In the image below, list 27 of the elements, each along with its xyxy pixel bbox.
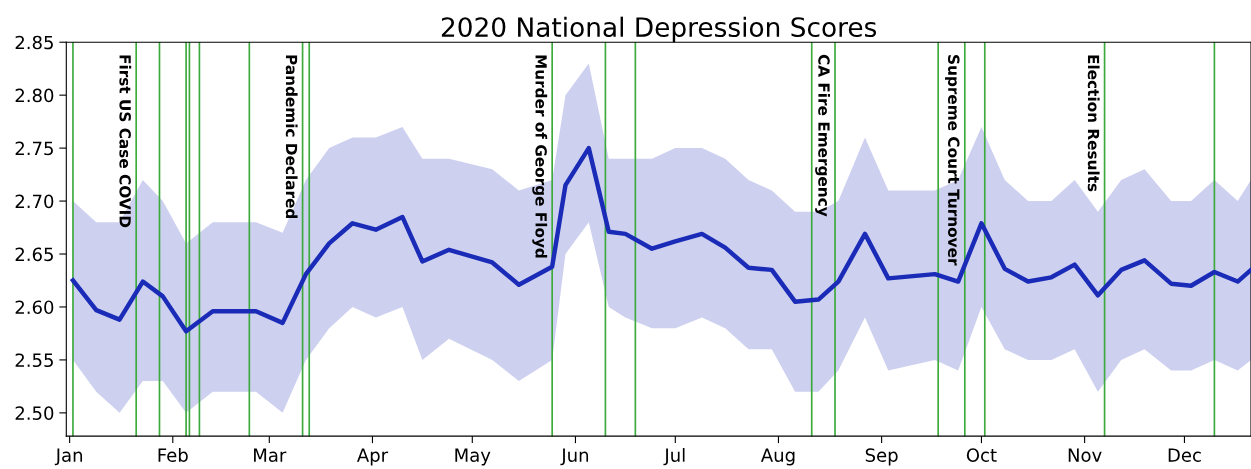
x-tick-label: Jan (54, 448, 83, 466)
y-tick-label: 2.60 (15, 300, 54, 315)
x-tick-label: Apr (356, 448, 389, 466)
x-tick-label: Aug (760, 448, 795, 466)
y-tick-label: 2.75 (15, 141, 53, 156)
x-tick-label: May (455, 448, 491, 466)
x-tick-label: Jun (560, 448, 589, 466)
x-tick-label: Jul (663, 447, 685, 466)
x-tick-label: Sep (865, 448, 898, 466)
y-tick-label: 2.55 (15, 353, 53, 368)
ref-line-label: Murder of George Floyd (532, 55, 548, 258)
y-tick-label: 2.65 (15, 247, 53, 262)
ref-line-label: CA Fire Emergency (815, 54, 831, 217)
y-tick-label: 2.50 (15, 406, 54, 420)
y-tick-label: 2.80 (15, 88, 54, 103)
chart-title: 2020 National Depression Scores (441, 16, 877, 43)
ref-line-label: Election Results (1087, 55, 1100, 192)
x-tick-label: Mar (254, 448, 287, 462)
ref-line-label: Pandemic Declared (285, 55, 298, 219)
x-tick-label: Feb (158, 447, 188, 462)
x-tick-label: Oct (966, 448, 997, 462)
y-tick-label: 2.85 (15, 35, 53, 50)
ref-line-label: First US Case COVID (119, 55, 132, 228)
x-tick-label: Nov (1068, 448, 1102, 462)
ref-line-label: Supreme Court Turnover (945, 55, 960, 266)
x-tick-label: Dec (1168, 448, 1201, 462)
y-tick-label: 2.70 (15, 194, 54, 209)
